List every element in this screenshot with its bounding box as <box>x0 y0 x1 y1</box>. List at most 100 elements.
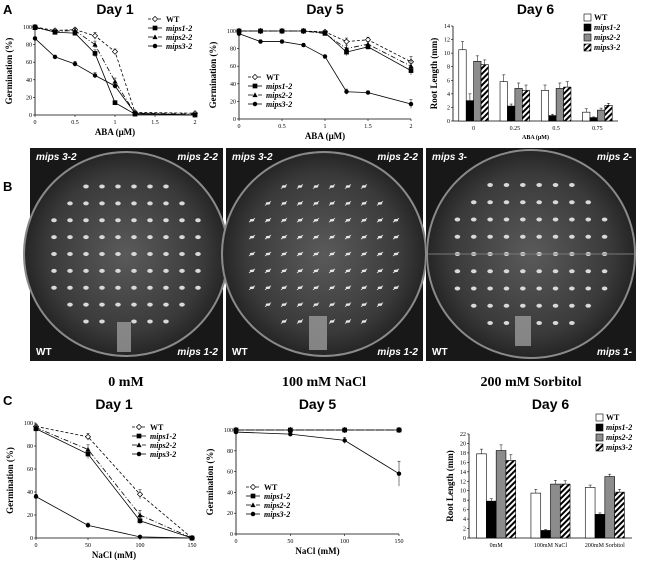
legend-label-mips2-2: mips2-2 <box>606 433 632 442</box>
seedling <box>569 200 575 205</box>
bar-mips2-2-0-25 <box>514 88 523 122</box>
legend-marker-mips2-2 <box>136 442 142 448</box>
seedling-root <box>248 217 256 223</box>
seedling-root <box>376 201 384 206</box>
seedling <box>131 268 137 273</box>
seedling <box>520 303 526 308</box>
x-tick-label: 2 <box>410 124 413 130</box>
seedling <box>470 200 477 205</box>
seedling <box>487 321 493 325</box>
y-tick-label: 0 <box>29 113 32 119</box>
seedling <box>569 286 575 291</box>
seedling <box>470 269 477 274</box>
seedling <box>585 286 592 291</box>
seedling <box>115 302 121 307</box>
y-axis-label: Germination (%) <box>4 38 14 105</box>
y-tick-label: 60 <box>230 64 236 70</box>
seedling <box>487 200 493 205</box>
y-tick-label: 12 <box>460 479 466 485</box>
legend-marker-wt <box>249 483 257 491</box>
seedling <box>552 234 559 239</box>
seedling-root <box>344 251 352 257</box>
data-point <box>136 491 144 498</box>
x-tick-label: 200mM Sorbitol <box>585 543 625 549</box>
seedling-root <box>312 234 320 240</box>
seedling <box>131 285 137 290</box>
seedling-root <box>280 234 288 240</box>
seedling-root <box>264 234 272 240</box>
x-tick-label: 50 <box>287 539 293 545</box>
x-tick-label: 0 <box>34 120 37 126</box>
seedling <box>83 285 89 290</box>
legend-label-mips2-2: mips2-2 <box>266 91 292 100</box>
seedling <box>147 252 153 256</box>
legend-label-mips3-2: mips3-2 <box>150 450 176 459</box>
data-point <box>32 25 38 30</box>
seedling-root <box>360 302 368 307</box>
seedling <box>147 285 153 290</box>
seedling <box>601 217 608 222</box>
data-point <box>33 425 39 430</box>
seedling-root <box>312 268 320 274</box>
legend-label-mips1-2: mips1-2 <box>606 423 632 432</box>
x-tick-label: 100mM NaCl <box>534 543 568 549</box>
plate-label-top-right: mips 2-2 <box>177 152 218 163</box>
y-tick-label: 20 <box>227 511 233 517</box>
seedling <box>503 200 510 205</box>
y-tick-label: 6 <box>447 78 450 84</box>
seedling <box>83 268 89 273</box>
seedling <box>520 234 526 239</box>
data-point <box>52 28 58 34</box>
seedling <box>601 286 608 291</box>
legend-label-mips2-2: mips2-2 <box>594 33 620 42</box>
legend-label-wt: WT <box>606 413 620 422</box>
y-tick-label: 60 <box>27 467 33 473</box>
data-point <box>112 100 118 106</box>
seedling-root <box>392 234 400 240</box>
x-axis-label: NaCl (mM) <box>92 550 136 560</box>
seedling-root <box>296 285 304 291</box>
y-tick-label: 40 <box>26 78 32 84</box>
seedling <box>115 252 121 256</box>
series-line-mips3-2 <box>235 431 400 475</box>
seedling <box>503 183 510 187</box>
seedling <box>51 218 57 223</box>
legend-swatch-mips1-2 <box>583 23 592 32</box>
x-tick-label: 50 <box>85 543 91 549</box>
seedling <box>163 201 169 206</box>
seedling-root <box>360 319 368 324</box>
seedling <box>99 268 105 273</box>
y-tick-label: 80 <box>227 449 233 455</box>
legend-swatch-mips3-2 <box>595 443 604 452</box>
seedling-root <box>344 285 352 291</box>
plate-label-bottom-right: mips 1-2 <box>177 347 218 358</box>
data-point <box>258 39 263 44</box>
legend-swatch-mips3-2 <box>583 43 592 52</box>
data-point <box>279 39 285 44</box>
seedling <box>83 218 89 223</box>
y-tick-label: 80 <box>26 43 32 49</box>
legend-label-mips1-2: mips1-2 <box>594 23 620 32</box>
seedling <box>163 268 169 273</box>
bar-mips2-2-100mm-nacl <box>550 483 561 539</box>
seedling <box>67 302 73 307</box>
legend-marker-mips3-2 <box>252 101 258 107</box>
seedling-root <box>312 251 320 257</box>
chart-c2: Day 5 0 20 40 60 80 100 0 50 100 150 NaCl (mM) Germi… <box>205 396 404 556</box>
seedling <box>487 303 493 308</box>
seedling-root <box>344 201 352 206</box>
seedling-root <box>296 201 304 206</box>
y-tick-label: 40 <box>227 490 233 496</box>
plate-label-top-right: mips 2- <box>597 152 633 163</box>
legend-marker-mips2-2 <box>152 34 158 40</box>
chart-a1: Day 1 0 20 40 60 80 100 0 0.5 1 1.5 2 ABA (μM) Germin… <box>4 1 199 137</box>
chart-title: Day 5 <box>299 396 337 412</box>
x-tick-label: 100 <box>340 539 349 545</box>
chart-title: Day 5 <box>306 1 344 17</box>
bar-mips3-2-0mm <box>505 460 517 539</box>
seedling <box>99 285 105 290</box>
seedling-root <box>264 268 272 274</box>
data-point <box>72 27 78 33</box>
